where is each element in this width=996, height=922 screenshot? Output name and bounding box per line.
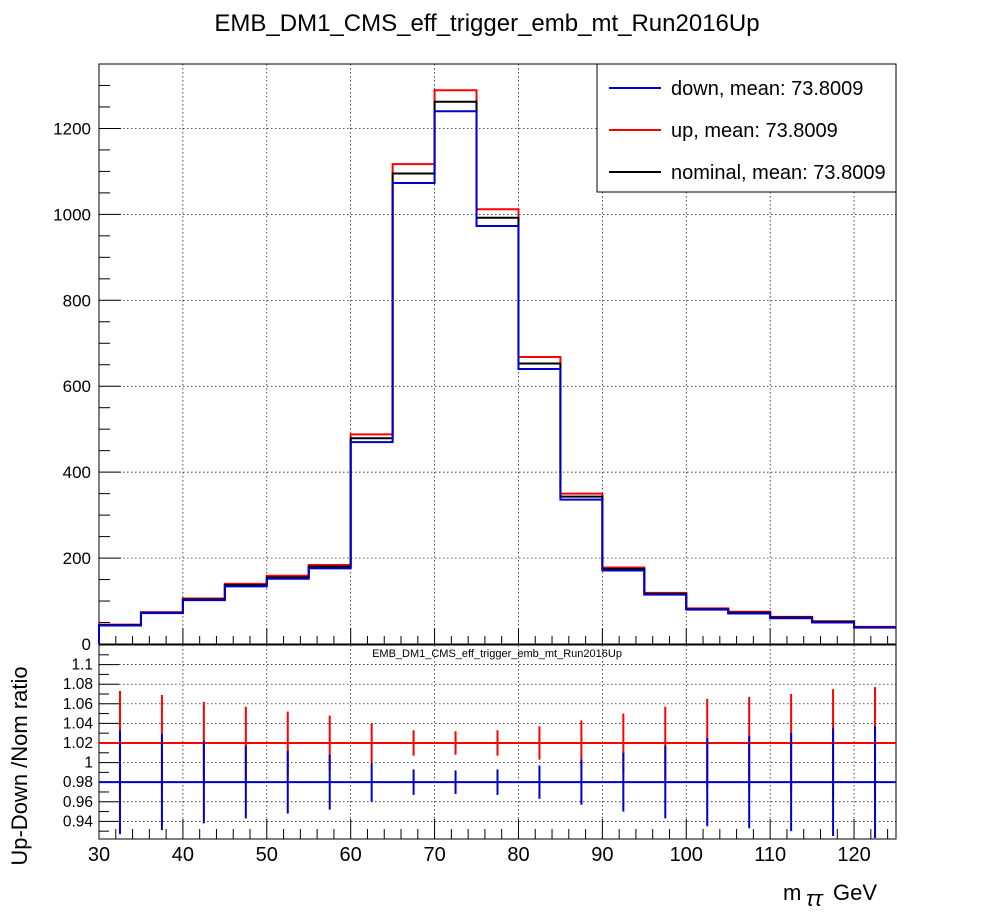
lower-y-tick-label: 1.06 <box>63 696 93 713</box>
lower-series <box>99 687 896 839</box>
x-tick-label: 50 <box>256 844 278 866</box>
legend-label-up: up, mean: 73.8009 <box>671 120 838 142</box>
legend: down, mean: 73.8009 up, mean: 73.8009 no… <box>596 63 897 193</box>
upper-series <box>98 89 896 644</box>
upper-y-tick-label: 600 <box>63 377 91 396</box>
legend-label-down: down, mean: 73.8009 <box>671 78 863 100</box>
x-tick-label: 60 <box>340 844 362 866</box>
lower-y-tick-label: 1.08 <box>63 676 93 693</box>
x-tick-label: 120 <box>837 844 870 866</box>
upper-y-tick-label: 800 <box>63 291 91 310</box>
y-axis-label: Up-Down /Nom ratio <box>7 666 32 865</box>
lower-y-tick-label: 0.96 <box>63 794 93 811</box>
upper-axes: 0 200 400 600 800 1000 1200 <box>53 63 897 654</box>
lower-y-tick-label: 1.02 <box>63 735 93 752</box>
ratio-panel-title: EMB_DM1_CMS_eff_trigger_emb_mt_Run2016Up <box>372 648 622 660</box>
x-tick-label: 90 <box>591 844 613 866</box>
legend-label-nominal: nominal, mean: 73.8009 <box>671 162 886 184</box>
x-axis-label-main: m <box>783 880 801 905</box>
x-tick-label: 40 <box>172 844 194 866</box>
upper-y-tick-label: 1000 <box>53 205 91 224</box>
x-tick-label: 80 <box>507 844 529 866</box>
series-line-down <box>98 110 896 644</box>
chart-title: EMB_DM1_CMS_eff_trigger_emb_mt_Run2016Up <box>214 10 759 37</box>
x-tick-label: 70 <box>423 844 445 866</box>
x-axis-label-unit: GeV <box>833 880 877 905</box>
upper-y-tick-label: 0 <box>82 635 91 654</box>
lower-axes: 0.94 0.96 0.98 1 1.02 1.04 1.06 1.08 1.1 30 40 50 60… <box>63 644 897 866</box>
upper-y-tick-label: 400 <box>63 463 91 482</box>
lower-y-tick-label: 1 <box>84 755 93 772</box>
x-axis-label: m ττ GeV <box>783 880 877 911</box>
upper-y-tick-label: 1200 <box>53 119 91 138</box>
lower-y-tick-label: 0.94 <box>63 813 94 830</box>
lower-y-tick-label: 1.1 <box>71 657 93 674</box>
x-axis-label-subscript: ττ <box>806 886 824 911</box>
upper-y-tick-label: 200 <box>63 549 91 568</box>
x-tick-label: 30 <box>88 844 110 866</box>
x-tick-label: 110 <box>754 844 786 866</box>
legend-box <box>596 63 897 193</box>
lower-y-tick-label: 0.98 <box>63 774 93 791</box>
x-tick-label: 100 <box>670 844 703 866</box>
lower-y-tick-label: 1.04 <box>63 715 94 732</box>
upper-frame <box>98 63 897 645</box>
